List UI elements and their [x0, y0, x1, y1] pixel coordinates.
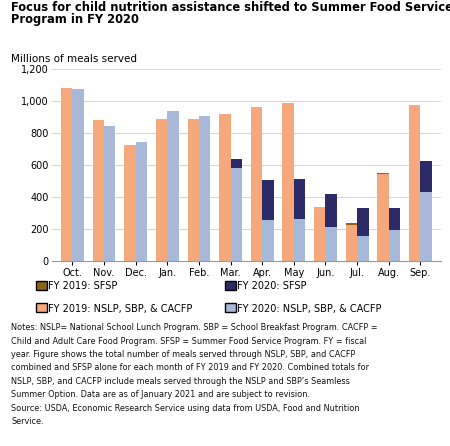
Bar: [230, 168, 242, 261]
Bar: [104, 126, 115, 261]
Bar: [156, 119, 167, 261]
Text: FY 2019: NSLP, SBP, & CACFP: FY 2019: NSLP, SBP, & CACFP: [48, 304, 193, 314]
Text: Focus for child nutrition assistance shifted to Summer Food Service: Focus for child nutrition assistance shi…: [11, 1, 450, 14]
Bar: [325, 194, 337, 227]
Bar: [262, 180, 274, 220]
Bar: [124, 145, 135, 261]
Text: Source: USDA, Economic Research Service using data from USDA, Food and Nutrition: Source: USDA, Economic Research Service …: [11, 404, 360, 413]
Bar: [389, 208, 400, 230]
Bar: [135, 142, 147, 261]
Bar: [167, 111, 179, 261]
Bar: [378, 174, 389, 261]
Text: NSLP, SBP, and CACFP include meals served through the NSLP and SBP’s Seamless: NSLP, SBP, and CACFP include meals serve…: [11, 377, 350, 386]
Bar: [283, 103, 294, 261]
Bar: [409, 105, 420, 261]
Bar: [389, 230, 400, 261]
Bar: [199, 116, 210, 261]
Bar: [357, 208, 369, 236]
Bar: [357, 236, 369, 261]
Bar: [294, 219, 305, 261]
Text: year. Figure shows the total number of meals served through NSLP, SBP, and CACFP: year. Figure shows the total number of m…: [11, 350, 356, 359]
Bar: [420, 192, 432, 261]
Bar: [188, 120, 199, 261]
Bar: [219, 114, 230, 261]
Text: Program in FY 2020: Program in FY 2020: [11, 13, 139, 26]
Bar: [93, 120, 104, 261]
Bar: [230, 159, 242, 168]
Text: combined and SFSP alone for each month of FY 2019 and FY 2020. Combined totals f: combined and SFSP alone for each month o…: [11, 363, 369, 372]
Bar: [314, 206, 325, 261]
Bar: [251, 107, 262, 261]
Text: FY 2020: NSLP, SBP, & CACFP: FY 2020: NSLP, SBP, & CACFP: [237, 304, 382, 314]
Text: FY 2020: SFSP: FY 2020: SFSP: [237, 281, 306, 291]
Text: Notes: NSLP= National School Lunch Program. SBP = School Breakfast Program. CACF: Notes: NSLP= National School Lunch Progr…: [11, 323, 378, 332]
Bar: [262, 220, 274, 261]
Text: Child and Adult Care Food Program. SFSP = Summer Food Service Program. FY = fisc: Child and Adult Care Food Program. SFSP …: [11, 337, 367, 346]
Text: FY 2019: SFSP: FY 2019: SFSP: [48, 281, 117, 291]
Text: Millions of meals served: Millions of meals served: [11, 54, 137, 63]
Bar: [378, 173, 389, 174]
Bar: [294, 178, 305, 219]
Bar: [61, 87, 72, 261]
Bar: [346, 223, 357, 225]
Bar: [420, 161, 432, 192]
Text: Service.: Service.: [11, 417, 44, 426]
Bar: [72, 89, 84, 261]
Bar: [346, 225, 357, 261]
Bar: [325, 227, 337, 261]
Text: Summer Option. Data are as of January 2021 and are subject to revision.: Summer Option. Data are as of January 20…: [11, 390, 310, 399]
